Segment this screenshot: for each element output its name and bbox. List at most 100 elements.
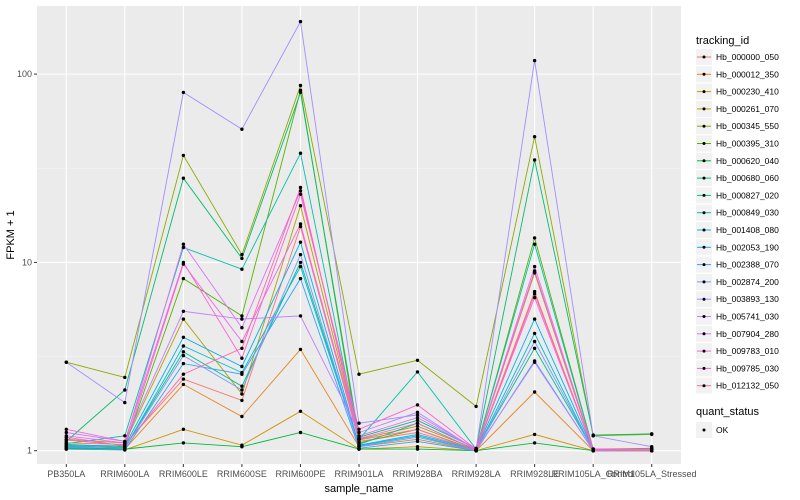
y-tick-label: 1: [27, 446, 32, 456]
data-point: [532, 236, 537, 240]
x-tick-label: RRIM928LA: [452, 469, 501, 479]
data-point: [240, 256, 244, 261]
data-point: [415, 447, 420, 451]
data-point: [123, 434, 127, 438]
data-point: [298, 224, 303, 229]
data-point: [298, 252, 303, 257]
data-point: [64, 430, 69, 435]
data-point: [181, 344, 186, 348]
data-point: [240, 384, 244, 388]
data-point: [240, 252, 244, 257]
x-tick-label: RRIM600LA: [100, 469, 149, 479]
y-axis: 1 10 100: [17, 69, 37, 456]
data-point: [415, 415, 420, 420]
legend-label: Hb_000680_060: [716, 173, 779, 183]
data-point: [415, 403, 420, 407]
legend-key-point: [702, 193, 706, 197]
data-point: [181, 153, 186, 158]
data-point: [181, 176, 186, 180]
data-point: [123, 375, 127, 380]
data-point: [298, 314, 303, 318]
data-point: [240, 314, 244, 318]
data-point: [532, 242, 537, 246]
legend-shape-label: OK: [716, 425, 729, 435]
data-point: [240, 326, 244, 330]
data-point: [240, 267, 244, 271]
data-point: [532, 317, 537, 321]
legend-key-point: [702, 107, 706, 111]
data-point: [650, 449, 654, 453]
legend-key-point: [702, 142, 706, 145]
data-point: [298, 83, 303, 88]
data-point: [357, 438, 361, 442]
legend-key-point: [702, 349, 706, 353]
legend-label: Hb_000230_410: [716, 87, 779, 97]
data-point: [415, 358, 420, 362]
data-point: [298, 185, 303, 190]
y-tick-label: 10: [22, 257, 32, 267]
data-point: [240, 388, 244, 392]
data-point: [123, 400, 127, 405]
data-point: [357, 427, 361, 431]
data-point: [181, 309, 186, 313]
data-point: [650, 432, 654, 436]
legend-shape-title: quant_status: [696, 406, 759, 418]
legend-label: Hb_009785_030: [716, 363, 779, 373]
legend-label: Hb_002053_190: [716, 242, 779, 252]
legend-label: Hb_005741_030: [716, 312, 779, 322]
data-point: [64, 435, 69, 439]
data-point: [298, 222, 303, 226]
data-point: [298, 90, 303, 95]
data-point: [650, 445, 654, 449]
data-point: [532, 135, 537, 139]
legend-label: Hb_002874_200: [716, 277, 779, 287]
data-point: [591, 434, 595, 438]
legend-label: Hb_012132_050: [716, 381, 779, 391]
legend-key-point: [702, 366, 706, 370]
data-point: [298, 347, 303, 352]
legend-color-items: Hb_000000_050 Hb_000012_350 Hb_000230_410 H…: [696, 49, 779, 394]
data-point: [181, 276, 186, 281]
legend: tracking_id Hb_000000_050Hb_000012_350Hb…: [696, 35, 779, 438]
data-point: [181, 350, 186, 354]
data-point: [181, 245, 186, 250]
x-axis-title: sample_name: [324, 483, 393, 495]
legend-key-point: [702, 297, 706, 301]
legend-key-point: [702, 124, 706, 128]
data-point: [240, 392, 244, 396]
data-point: [474, 404, 478, 409]
x-tick-label: PB350LA: [47, 469, 85, 479]
legend-key-point: [702, 280, 706, 284]
data-point: [415, 439, 420, 444]
data-point: [415, 432, 420, 437]
x-tick-label: RRIM901LA: [334, 469, 383, 479]
data-point: [181, 335, 186, 339]
legend-label: Hb_000345_550: [716, 121, 779, 131]
legend-key-point: [702, 332, 706, 336]
legend-key-point: [702, 90, 706, 94]
legend-label: Hb_000827_020: [716, 190, 779, 200]
data-point: [415, 435, 420, 439]
data-point: [298, 260, 303, 265]
data-point: [181, 353, 186, 358]
data-point: [240, 127, 244, 131]
data-point: [415, 424, 420, 428]
legend-label: Hb_003893_130: [716, 294, 779, 304]
legend-key-point: [702, 211, 706, 215]
data-point: [181, 377, 186, 381]
data-point: [532, 331, 537, 336]
data-point: [357, 421, 361, 425]
data-point: [123, 443, 127, 447]
data-point: [64, 427, 69, 431]
data-point: [298, 430, 303, 435]
data-point: [181, 361, 186, 366]
data-point: [357, 434, 361, 438]
data-point: [415, 413, 420, 417]
data-point: [240, 346, 244, 350]
x-tick-label: RRIM600LE: [159, 469, 208, 479]
legend-label: Hb_000849_030: [716, 208, 779, 218]
data-point: [357, 372, 361, 376]
legend-label: Hb_000261_070: [716, 104, 779, 114]
legend-shape-items: OK: [696, 422, 729, 438]
legend-key-point: [702, 176, 706, 180]
